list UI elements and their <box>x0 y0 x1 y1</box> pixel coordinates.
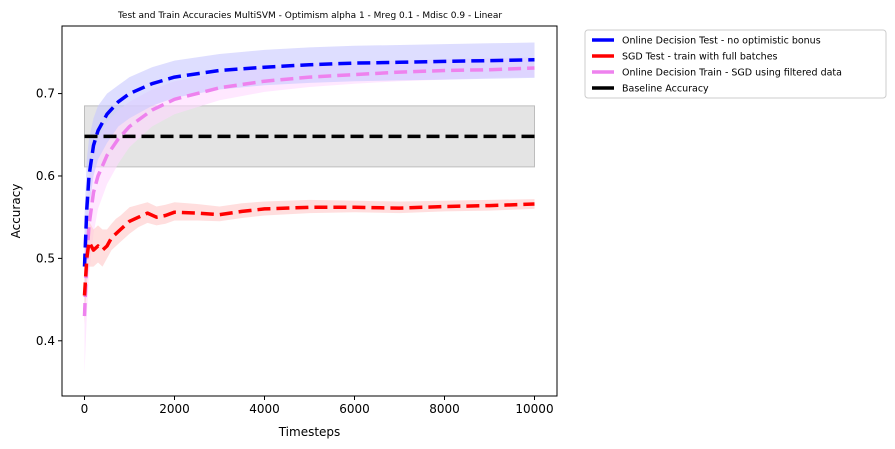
confidence-bands <box>84 42 535 374</box>
legend: Online Decision Test - no optimistic bon… <box>584 29 887 99</box>
series-4-band <box>84 105 535 168</box>
y-axis: 0.4 0.5 0.6 0.7 <box>36 87 62 348</box>
chart-title: Test and Train Accuracies MultiSVM - Opt… <box>117 11 502 21</box>
series-2-band <box>84 199 535 325</box>
y-tick-label: 0.6 <box>36 169 55 183</box>
y-axis-label: Accuracy <box>9 184 23 239</box>
x-axis-label: Timesteps <box>278 425 341 439</box>
legend-label-3: Online Decision Train - SGD using filter… <box>622 68 842 79</box>
x-tick-label: 0 <box>81 402 89 416</box>
series-lines <box>82 58 535 317</box>
series-1-line <box>82 58 535 267</box>
x-tick-label: 10000 <box>515 402 553 416</box>
plot-frame <box>61 25 558 397</box>
series-3-line <box>82 66 535 317</box>
y-tick-label: 0.5 <box>36 251 55 265</box>
x-axis: 0 2000 4000 6000 8000 10000 <box>81 396 554 416</box>
x-tick-label: 8000 <box>429 402 460 416</box>
x-tick-label: 4000 <box>249 402 280 416</box>
y-tick-label: 0.4 <box>36 334 55 348</box>
legend-label-1: Online Decision Test - no optimistic bon… <box>622 36 821 47</box>
legend-label-4: Baseline Accuracy <box>622 84 709 95</box>
x-tick-label: 6000 <box>339 402 370 416</box>
x-tick-label: 2000 <box>159 402 190 416</box>
legend-label-2: SGD Test - train with full batches <box>622 52 778 63</box>
series-2-line <box>82 202 535 296</box>
y-tick-label: 0.7 <box>36 87 55 101</box>
legend-box <box>584 29 887 99</box>
